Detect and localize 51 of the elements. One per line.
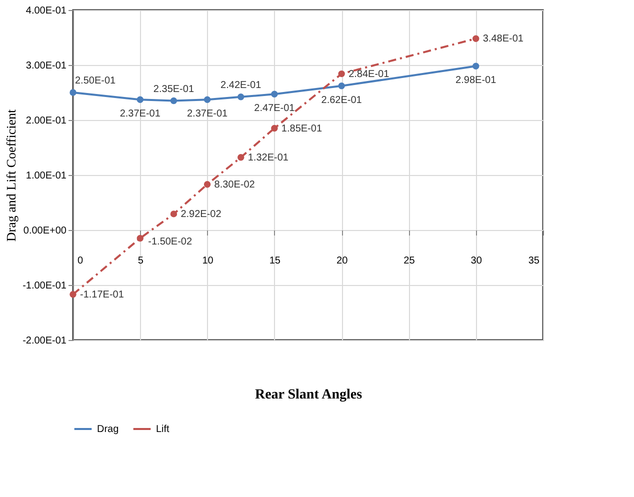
x-tick-label: 0 <box>78 256 84 266</box>
point <box>472 35 480 42</box>
y-tick-label: 2.00E-01 <box>26 116 67 126</box>
data-label: 3.48E-01 <box>482 34 524 45</box>
point <box>70 291 76 298</box>
point <box>238 94 244 100</box>
point <box>271 90 278 98</box>
data-label: -1.50E-02 <box>148 236 192 248</box>
point <box>238 154 244 161</box>
x-tick-label: 30 <box>470 256 482 266</box>
data-label: 1.32E-01 <box>248 152 289 164</box>
data-label: 2.62E-01 <box>321 94 362 106</box>
point <box>204 181 211 188</box>
point <box>271 124 278 132</box>
x-tick-label: 15 <box>269 256 281 266</box>
legend-label: Lift <box>156 424 170 435</box>
data-label: 2.84E-01 <box>348 68 390 80</box>
data-label: 8.30E-02 <box>214 179 256 190</box>
y-tick-label: 4.00E-01 <box>26 6 67 16</box>
data-label: 2.37E-01 <box>120 108 161 120</box>
point <box>472 62 480 70</box>
y-tick-label: -2.00E-01 <box>22 336 67 346</box>
data-label: 2.42E-01 <box>220 80 262 91</box>
y-tick-label: 3.00E-01 <box>26 60 67 72</box>
point <box>170 210 178 218</box>
y-tick-label: 0.00E+00 <box>23 226 67 236</box>
data-label: 1.85E-01 <box>281 123 322 134</box>
point <box>338 82 345 90</box>
data-label: 2.98E-01 <box>456 75 497 86</box>
data-label: 2.92E-02 <box>180 208 222 220</box>
point <box>70 89 76 96</box>
data-label: -1.17E-01 <box>80 289 124 300</box>
x-tick-label: 25 <box>404 256 416 266</box>
point <box>204 96 211 103</box>
point <box>136 96 144 103</box>
data-label: 2.37E-01 <box>186 108 228 120</box>
x-tick-label: 35 <box>528 256 540 266</box>
y-tick-label: -1.00E-01 <box>22 280 67 292</box>
point <box>338 70 345 78</box>
x-axis-title: Rear Slant Angles <box>254 388 363 402</box>
y-tick-label: 1.00E-01 <box>26 170 67 182</box>
x-tick-label: 10 <box>202 256 214 266</box>
x-tick-label: 5 <box>138 256 144 266</box>
data-label: 2.35E-01 <box>153 84 194 95</box>
legend-label: Drag <box>97 424 119 435</box>
data-label: 2.47E-01 <box>254 103 296 114</box>
point <box>136 234 144 242</box>
y-axis-title: Drag and Lift Coefficient <box>4 108 19 242</box>
x-tick-label: 20 <box>336 256 348 266</box>
point <box>170 97 178 104</box>
data-label: 2.50E-01 <box>75 76 116 86</box>
